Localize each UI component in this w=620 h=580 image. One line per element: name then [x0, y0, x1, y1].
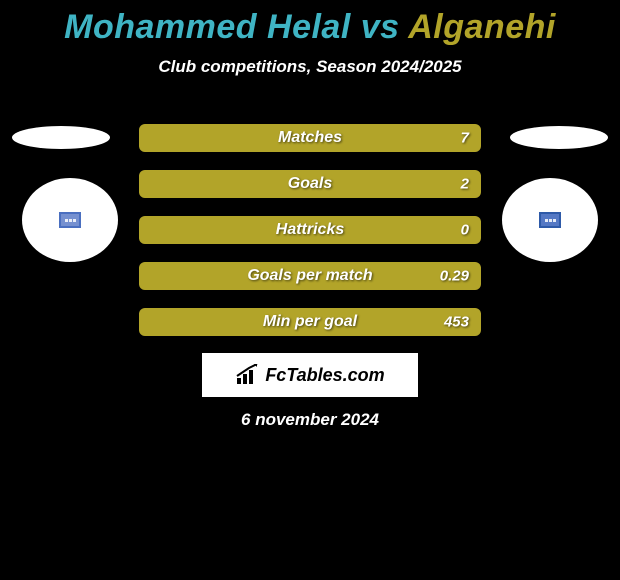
subtitle: Club competitions, Season 2024/2025 [0, 57, 620, 77]
stat-label: Goals per match [247, 267, 372, 285]
stat-value: 0 [461, 222, 469, 239]
page-title: Mohammed Helal vs Alganehi [0, 0, 620, 47]
player1-club-badge-icon [59, 212, 81, 228]
player2-avatar-top-ellipse [510, 126, 608, 149]
stat-value: 7 [461, 130, 469, 147]
stat-bar-matches: Matches 7 [139, 124, 481, 152]
stat-bar-goals: Goals 2 [139, 170, 481, 198]
brand-attribution[interactable]: FcTables.com [202, 353, 418, 397]
stat-value: 0.29 [440, 268, 469, 285]
title-player1: Mohammed Helal [64, 8, 351, 46]
player2-avatar-circle [502, 178, 598, 262]
player1-avatar-top-ellipse [12, 126, 110, 149]
brand-text: FcTables.com [265, 365, 384, 386]
stat-label: Min per goal [263, 313, 357, 331]
title-vs: vs [361, 8, 400, 46]
stat-bar-min-per-goal: Min per goal 453 [139, 308, 481, 336]
brand-chart-icon [235, 364, 261, 386]
player1-avatar-circle [22, 178, 118, 262]
stat-label: Matches [278, 129, 342, 147]
stat-bar-goals-per-match: Goals per match 0.29 [139, 262, 481, 290]
stat-bar-hattricks: Hattricks 0 [139, 216, 481, 244]
stat-label: Goals [288, 175, 332, 193]
title-player2: Alganehi [408, 8, 556, 46]
stat-value: 453 [444, 314, 469, 331]
stat-value: 2 [461, 176, 469, 193]
generated-date: 6 november 2024 [0, 410, 620, 430]
player2-club-badge-icon [539, 212, 561, 228]
stats-bars-container: Matches 7 Goals 2 Hattricks 0 Goals per … [139, 124, 481, 354]
stat-label: Hattricks [276, 221, 344, 239]
